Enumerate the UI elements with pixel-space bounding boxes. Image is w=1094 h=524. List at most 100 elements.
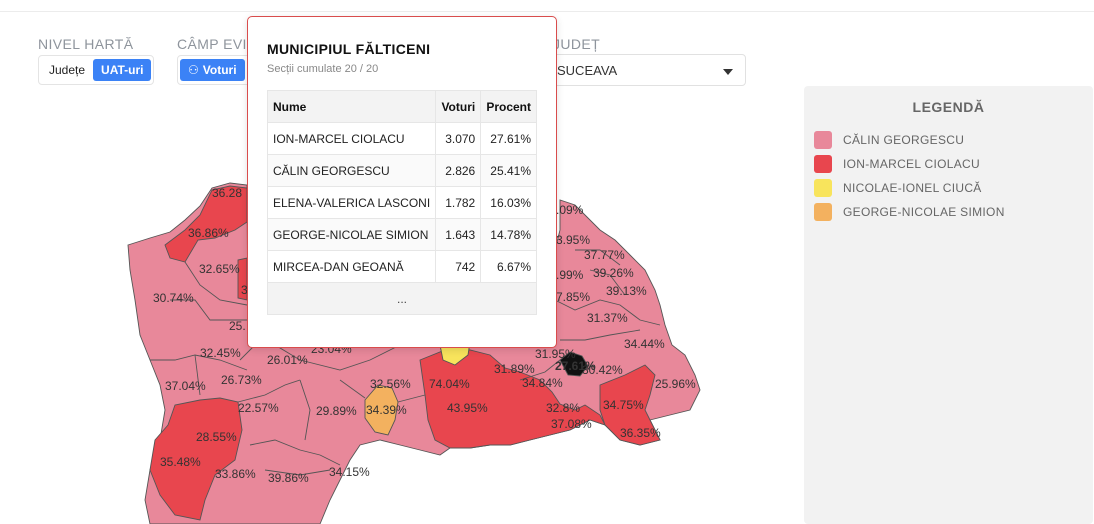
uat-boundary xyxy=(589,269,626,296)
level-option-counties[interactable]: Județe xyxy=(49,63,86,77)
uat-percent-label: 39.26% xyxy=(593,266,634,280)
uat-percent-label: 74.04% xyxy=(429,377,470,391)
map-level-label: NIVEL HARTĂ xyxy=(38,36,134,52)
legend-title: LEGENDĂ xyxy=(912,99,985,115)
top-bar xyxy=(0,0,1094,12)
uat-boundary xyxy=(519,359,561,381)
legend-panel: LEGENDĂ CĂLIN GEORGESCU ION-MARCEL CIOLA… xyxy=(804,86,1093,524)
uat-region-simion[interactable] xyxy=(364,384,399,436)
uat-percent-label: 37.04% xyxy=(165,379,206,393)
county-label: JUDEȚ xyxy=(553,36,601,52)
uat-percent-label: 36.28 xyxy=(212,186,242,200)
uat-percent-label: 32.8% xyxy=(546,401,580,415)
uat-percent-label: 22.57% xyxy=(238,401,279,415)
county-select[interactable]: SUCEAVA xyxy=(546,54,746,86)
uat-percent-label: 30.42% xyxy=(582,363,623,377)
uat-boundary xyxy=(194,354,201,396)
tooltip-subtitle: Secții cumulate 20 / 20 xyxy=(267,63,379,75)
uat-percent-label: 39.13% xyxy=(606,284,647,298)
votes-field-button[interactable]: ⚇ Voturi xyxy=(180,59,245,81)
candidate-name: GEORGE-NICOLAE SIMION xyxy=(266,218,437,251)
map-level-toggle: Județe UAT-uri xyxy=(38,55,155,85)
uat-percent-label: 34.84% xyxy=(522,376,563,390)
candidate-percent: 6.67% xyxy=(480,250,537,283)
uat-percent-label: 3 xyxy=(241,283,248,297)
uat-percent-label: 32.56% xyxy=(370,377,411,391)
table-row: CĂLIN GEORGESCU 2.826 25.41% xyxy=(266,154,537,187)
legend-item-ciolacu: ION-MARCEL CIOLACU xyxy=(814,155,980,173)
uat-percent-label: 34.39% xyxy=(366,403,407,417)
uat-boundary xyxy=(264,469,331,476)
uat-percent-label: 28.55% xyxy=(196,430,237,444)
uat-region-west-s1[interactable] xyxy=(149,397,243,521)
table-row: MIRCEA-DAN GEOANĂ 742 6.67% xyxy=(266,250,537,283)
candidate-name: MIRCEA-DAN GEOANĂ xyxy=(266,250,437,283)
uat-percent-label: 31.37% xyxy=(587,311,628,325)
uat-region-east-1[interactable] xyxy=(599,364,661,446)
col-name-header: Nume xyxy=(266,90,437,123)
table-header-row: Nume Voturi Procent xyxy=(266,90,537,123)
legend-label: CĂLIN GEORGESCU xyxy=(843,133,965,147)
legend-swatch xyxy=(814,155,832,173)
uat-percent-label: 31.95% xyxy=(535,347,576,361)
candidate-percent: 27.61% xyxy=(480,122,537,155)
table-more-row: ... xyxy=(267,282,537,315)
county-select-value: SUCEAVA xyxy=(557,63,618,78)
uat-percent-label: 31.89% xyxy=(494,362,535,376)
legend-item-georgescu: CĂLIN GEORGESCU xyxy=(814,131,964,149)
uat-percent-label: 34.15% xyxy=(329,465,370,479)
uat-boundary xyxy=(554,299,661,326)
votes-field-label: Voturi xyxy=(202,63,237,77)
field-toggle: ⚇ Voturi xyxy=(177,55,257,85)
uat-percent-label: 33.86% xyxy=(215,467,256,481)
uat-percent-label: 34.44% xyxy=(624,337,665,351)
candidate-percent: 14.78% xyxy=(480,218,537,251)
candidate-votes: 742 xyxy=(435,250,482,283)
candidate-percent: 25.41% xyxy=(480,154,537,187)
uat-boundary xyxy=(575,249,621,266)
uat-percent-label: 36.35% xyxy=(620,426,661,440)
uat-percent-label: 25. xyxy=(229,319,246,333)
uat-percent-label: 29.89% xyxy=(316,404,357,418)
col-percent-header: Procent xyxy=(480,90,537,123)
uat-percent-label: 32.45% xyxy=(200,346,241,360)
uat-percent-label: 34.75% xyxy=(603,398,644,412)
uat-boundary xyxy=(319,454,341,466)
uat-region-selected[interactable] xyxy=(559,351,589,377)
candidate-name: ELENA-VALERICA LASCONI xyxy=(266,186,437,219)
uat-percent-label: 37.08% xyxy=(551,417,592,431)
uat-percent-label: 26.73% xyxy=(221,373,262,387)
uat-percent-label: 36.86% xyxy=(188,226,229,240)
uat-percent-label: 39.86% xyxy=(268,471,309,485)
uat-boundary xyxy=(249,439,321,456)
results-table: Nume Voturi Procent ION-MARCEL CIOLACU 3… xyxy=(266,90,537,315)
legend-swatch xyxy=(814,203,832,221)
candidate-votes: 1.643 xyxy=(435,218,482,251)
nodes-icon: ⚇ xyxy=(188,63,199,77)
candidate-votes: 2.826 xyxy=(435,154,482,187)
legend-label: ION-MARCEL CIOLACU xyxy=(843,157,980,171)
legend-swatch xyxy=(814,131,832,149)
uat-percent-label: 27.61% xyxy=(555,359,596,373)
col-votes-header: Voturi xyxy=(435,90,482,123)
uat-percent-label: 3.95% xyxy=(556,233,590,247)
uat-percent-label: 43.95% xyxy=(447,401,488,415)
candidate-name: ION-MARCEL CIOLACU xyxy=(266,122,437,155)
candidate-votes: 3.070 xyxy=(435,122,482,155)
uat-boundary xyxy=(560,329,641,341)
level-option-uat[interactable]: UAT-uri xyxy=(93,59,152,81)
uat-boundary xyxy=(397,394,426,403)
uat-boundary xyxy=(237,379,301,403)
field-label: CÂMP EVI xyxy=(177,36,247,52)
uat-percent-label: 26.01% xyxy=(267,353,308,367)
candidate-percent: 16.03% xyxy=(480,186,537,219)
candidate-votes: 1.782 xyxy=(435,186,482,219)
uat-percent-label: .09% xyxy=(556,203,584,217)
candidate-name: CĂLIN GEORGESCU xyxy=(266,154,437,187)
legend-label: GEORGE-NICOLAE SIMION xyxy=(843,205,1005,219)
chevron-down-icon xyxy=(723,69,733,75)
uat-percent-label: 7.85% xyxy=(556,290,590,304)
uat-percent-label: 32.65% xyxy=(199,262,240,276)
